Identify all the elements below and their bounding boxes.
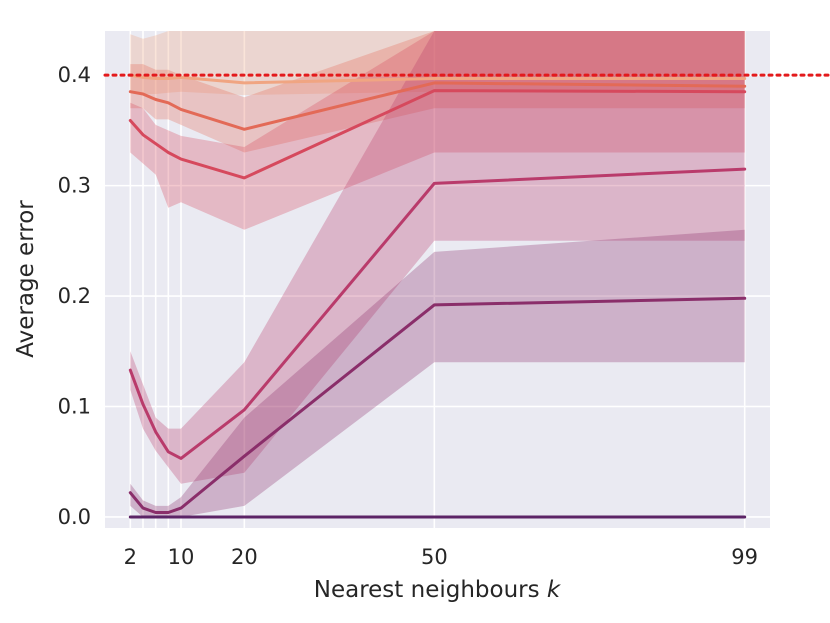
confidence-band: [130, 31, 745, 230]
x-tick-label: 2: [124, 545, 137, 569]
x-tick-label: 10: [168, 545, 195, 569]
x-axis-label: Nearest neighbours k: [314, 577, 562, 603]
series-line: [128, 81, 747, 131]
series-line: [128, 296, 747, 514]
y-tick-label: 0.2: [58, 284, 91, 308]
x-tick-label: 20: [231, 545, 258, 569]
y-tick-label: 0.4: [58, 63, 91, 87]
series-line: [128, 89, 747, 180]
x-tick-labels: 2 10 20 50 99: [124, 545, 758, 569]
series-line: [128, 73, 747, 85]
x-tick-label: 99: [731, 545, 758, 569]
y-tick-labels: 0.0 0.1 0.2 0.3 0.4: [58, 63, 91, 529]
x-tick-label: 50: [421, 545, 448, 569]
y-axis-label: Average error: [13, 200, 39, 358]
y-tick-label: 0.1: [58, 395, 91, 419]
confidence-band: [130, 31, 745, 484]
x-axis-label-text: Nearest neighbours: [314, 577, 540, 603]
series-line: [128, 167, 747, 460]
series-lines: [128, 73, 747, 519]
y-tick-label: 0.3: [58, 174, 91, 198]
x-axis-label-variable: k: [547, 577, 562, 603]
gridlines: [105, 31, 770, 528]
y-tick-label: 0.0: [58, 505, 91, 529]
plot-background: [105, 31, 770, 528]
